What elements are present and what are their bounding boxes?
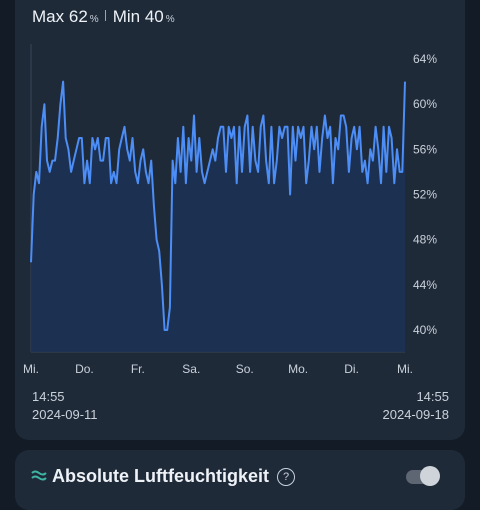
range-end-date: 2024-09-18 — [382, 407, 450, 422]
x-tick-label: Mo. — [288, 362, 308, 376]
min-label: Min — [112, 7, 141, 26]
max-label: Max — [32, 7, 65, 26]
x-tick-label: So. — [236, 362, 254, 376]
absolute-humidity-title: Absolute Luftfeuchtigkeit — [52, 466, 269, 486]
x-tick-label: Di. — [344, 362, 359, 376]
range-end-time: 14:55 — [416, 389, 449, 404]
range-start-date: 2024-09-11 — [32, 407, 98, 422]
min-value: 40 — [144, 7, 164, 26]
x-tick-label: Mi. — [397, 362, 413, 376]
y-tick-label: 48% — [413, 233, 437, 247]
range-start-time: 14:55 — [32, 389, 65, 404]
y-tick-label: 40% — [413, 323, 437, 337]
humidity-wave-icon — [31, 470, 47, 481]
stats-divider — [104, 10, 106, 21]
y-tick-label: 44% — [413, 278, 437, 292]
x-tick-label: Fr. — [131, 362, 145, 376]
humidity-chart[interactable]: 64% 60% 56% 52% 48% 44% 40% Mi. Do. Fr. Sa. So. Mo.… — [0, 0, 480, 480]
y-tick-label: 60% — [413, 97, 437, 111]
y-tick-label: 64% — [413, 52, 437, 66]
max-value: 62 — [68, 7, 88, 26]
help-icon[interactable]: ? — [277, 468, 295, 486]
x-tick-label: Mi. — [23, 362, 39, 376]
humidity-line — [30, 80, 406, 331]
x-tick-label: Do. — [75, 362, 94, 376]
min-max-stats: Max 62% Min 40% — [32, 7, 175, 27]
humidity-area — [31, 81, 405, 352]
y-tick-label: 52% — [413, 188, 437, 202]
min-unit: % — [165, 14, 175, 25]
y-tick-label: 56% — [413, 142, 437, 156]
toggle-knob[interactable] — [420, 466, 440, 486]
x-tick-label: Sa. — [182, 362, 200, 376]
max-unit: % — [89, 14, 99, 25]
